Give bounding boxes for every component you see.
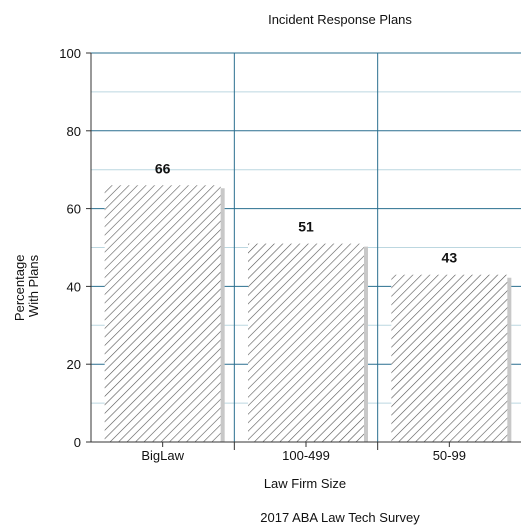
bar: [248, 243, 364, 442]
chart-caption: 2017 ABA Law Tech Survey: [260, 510, 420, 525]
chart-title: Incident Response Plans: [268, 12, 412, 27]
bar-value-label: 51: [298, 219, 314, 235]
y-axis-label: Percentage With Plans: [12, 251, 41, 321]
y-tick-label: 40: [67, 279, 81, 294]
y-tick-label: 0: [74, 435, 81, 450]
bar: [104, 185, 221, 442]
x-tick-label: BigLaw: [141, 448, 184, 463]
y-axis-ticks: 0 20 40 60 80 100: [59, 46, 91, 450]
bars: 66 51 43: [104, 160, 512, 442]
y-axis-label-line-1: Percentage: [12, 255, 27, 322]
x-axis-label: Law Firm Size: [264, 476, 346, 491]
x-axis-ticks: BigLaw 100-499 50-99: [141, 442, 466, 463]
x-tick-label: 100-499: [282, 448, 330, 463]
y-axis-label-line-2: With Plans: [26, 254, 41, 317]
x-tick-label: 50-99: [433, 448, 466, 463]
y-tick-label: 20: [67, 357, 81, 372]
bar-value-label: 66: [155, 160, 171, 176]
y-tick-label: 100: [59, 46, 81, 61]
y-tick-label: 80: [67, 124, 81, 139]
y-tick-label: 60: [67, 202, 81, 217]
bar: [391, 274, 508, 442]
bar-value-label: 43: [442, 250, 458, 266]
